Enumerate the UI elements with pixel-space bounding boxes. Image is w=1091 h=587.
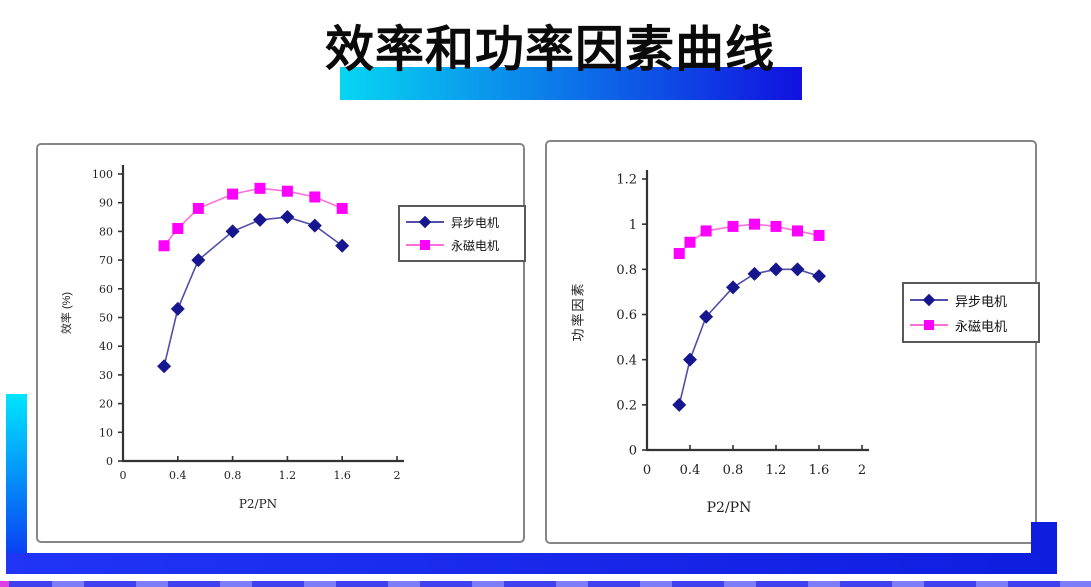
svg-text:60: 60	[99, 283, 113, 296]
y-axis-label: 效率 (%)	[61, 291, 73, 335]
diamond-marker-icon	[406, 215, 444, 229]
svg-text:2: 2	[394, 469, 401, 482]
square-marker-icon	[406, 239, 444, 252]
svg-text:80: 80	[99, 225, 113, 238]
bottom-dashed-strip	[0, 581, 1091, 587]
svg-text:10: 10	[99, 426, 113, 439]
power-factor-chart: 0 0.2 0.4 0.6 0.8 1 1.2 0 0.4 0.8 1.2 1.6 2	[616, 170, 869, 478]
svg-text:100: 100	[92, 168, 113, 181]
svg-text:0.2: 0.2	[616, 399, 637, 414]
left-edge-gradient-bar	[6, 394, 27, 574]
svg-text:1.2: 1.2	[766, 463, 787, 478]
legend: 异步电机 永磁电机	[902, 282, 1040, 343]
legend-item: 永磁电机	[910, 316, 1032, 335]
legend-label: 异步电机	[955, 293, 1008, 309]
svg-text:0: 0	[120, 469, 127, 482]
bottom-gradient-bar	[6, 553, 1057, 574]
bottom-right-riser-bar	[1031, 522, 1057, 554]
power-factor-chart-panel: 0 0.2 0.4 0.6 0.8 1 1.2 0 0.4 0.8 1.2 1.6 2 功率因素 P2/…	[545, 140, 1040, 544]
svg-text:40: 40	[99, 340, 113, 353]
svg-text:0: 0	[629, 444, 637, 459]
diamond-marker-icon	[910, 293, 948, 307]
svg-text:0.8: 0.8	[616, 263, 637, 278]
svg-text:0.6: 0.6	[616, 308, 637, 323]
svg-text:0.8: 0.8	[723, 463, 744, 478]
legend-label: 异步电机	[451, 215, 500, 230]
legend-item: 永磁电机	[406, 237, 518, 254]
legend-item: 异步电机	[406, 214, 518, 231]
svg-text:50: 50	[99, 311, 113, 324]
y-axis-label: 功率因素	[570, 281, 586, 342]
svg-text:0.4: 0.4	[680, 463, 701, 478]
x-axis-label: P2/PN	[706, 500, 752, 516]
svg-text:2: 2	[858, 463, 866, 478]
svg-text:0.8: 0.8	[224, 469, 242, 482]
svg-text:70: 70	[99, 254, 113, 267]
x-axis-label: P2/PN	[238, 497, 278, 511]
svg-text:0.4: 0.4	[169, 469, 187, 482]
svg-text:0: 0	[643, 463, 651, 478]
svg-text:1.2: 1.2	[279, 469, 297, 482]
svg-text:90: 90	[99, 197, 113, 210]
svg-text:0: 0	[106, 455, 113, 468]
efficiency-chart-panel: 0 10 20 30 40 50 60 70 80 90 100 0 0.4 0.8 1.2 1.6 2 效率 …	[36, 143, 526, 543]
page-title: 效率和功率因素曲线	[324, 23, 775, 77]
svg-text:20: 20	[99, 398, 113, 411]
svg-text:1.6: 1.6	[333, 469, 351, 482]
svg-text:1: 1	[629, 218, 637, 233]
square-marker-icon	[910, 319, 948, 332]
svg-text:30: 30	[99, 369, 113, 382]
title-underline-bar	[340, 67, 802, 100]
legend-item: 异步电机	[910, 291, 1032, 310]
magenta-accent-mark	[0, 581, 9, 587]
legend: 异步电机 永磁电机	[398, 205, 526, 262]
legend-label: 永磁电机	[955, 318, 1008, 334]
svg-text:1.6: 1.6	[809, 463, 830, 478]
svg-text:0.4: 0.4	[616, 353, 637, 368]
efficiency-chart: 0 10 20 30 40 50 60 70 80 90 100 0 0.4 0.8 1.2 1.6 2	[92, 165, 404, 482]
svg-text:1.2: 1.2	[616, 173, 637, 188]
legend-label: 永磁电机	[451, 238, 500, 253]
